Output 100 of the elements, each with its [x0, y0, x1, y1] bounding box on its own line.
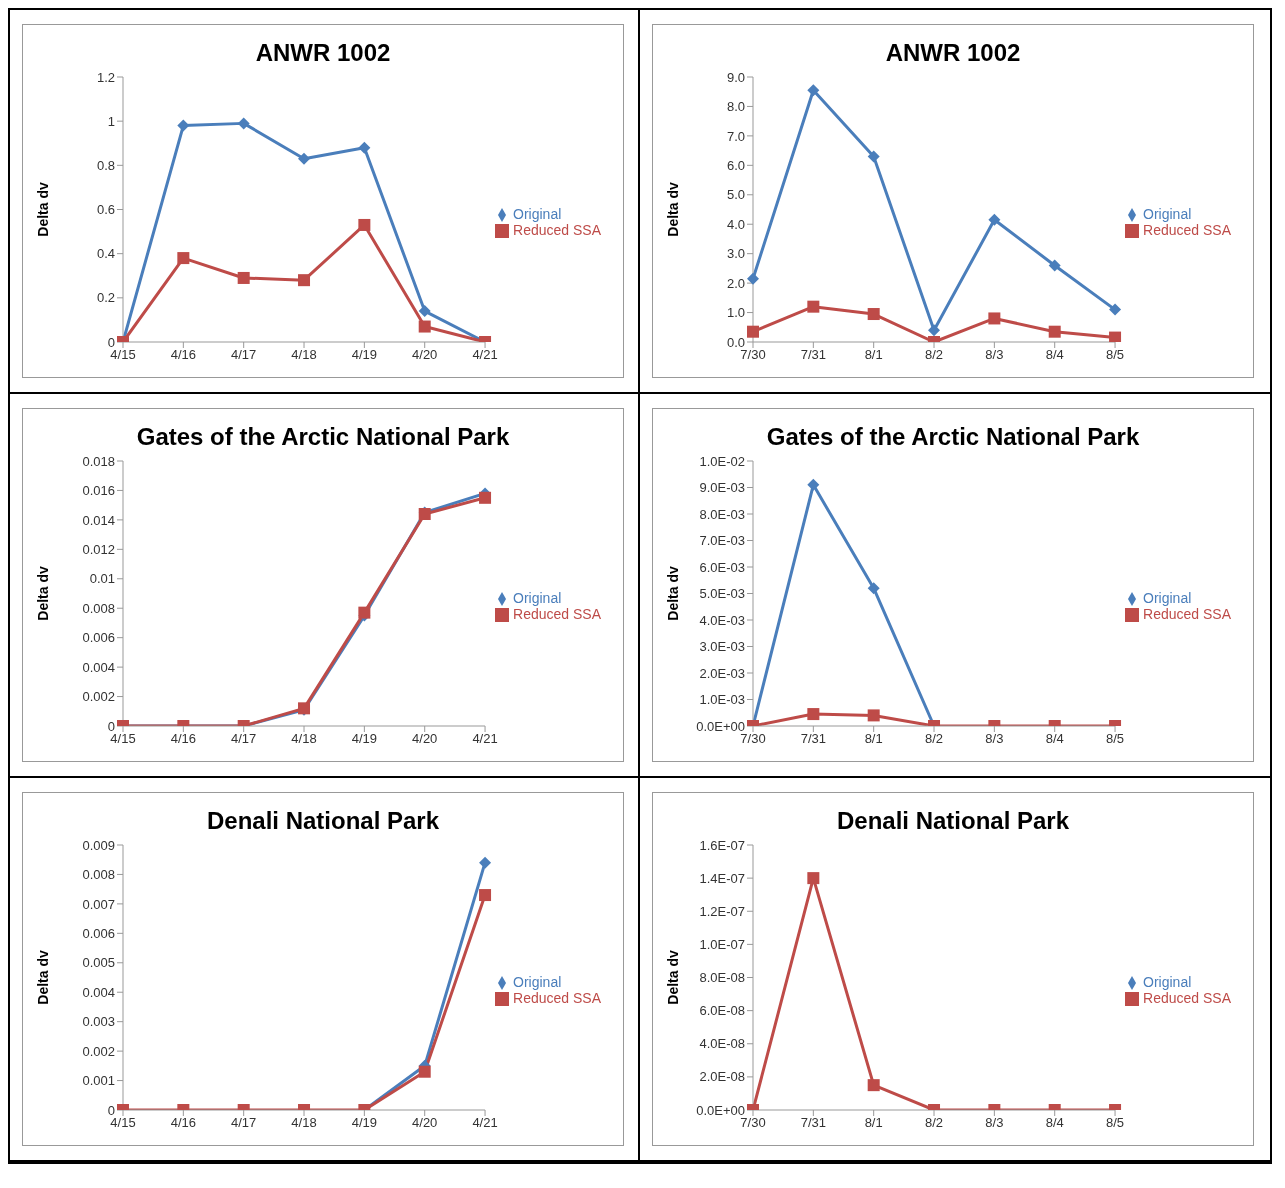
y-tick-label: 0.006	[82, 925, 115, 941]
legend-label: Original	[513, 973, 562, 990]
x-tick-label: 8/5	[1106, 1115, 1125, 1131]
y-tick-label: 1.4E-07	[699, 870, 745, 886]
y-axis-title: Delta dv	[664, 182, 681, 237]
legend-label: Original	[513, 589, 562, 606]
x-tick-label: 8/3	[985, 731, 1004, 747]
y-tick-label: 0.0	[726, 334, 745, 350]
x-tick-label: 4/17	[231, 731, 257, 747]
y-tick-label: 6.0E-08	[699, 1003, 745, 1019]
x-tick-label: 4/20	[412, 731, 438, 747]
x-tick-label: 4/16	[170, 347, 196, 363]
chart-title: ANWR 1002	[254, 39, 392, 67]
y-axis-title: Delta dv	[34, 182, 51, 237]
y-tick-label: 3.0E-03	[699, 639, 745, 655]
y-tick-label: 8.0E-08	[699, 970, 745, 986]
legend-label: Reduced SSA	[1143, 222, 1231, 238]
x-tick-label: 8/1	[864, 1115, 883, 1131]
y-tick-label: 4.0	[726, 216, 745, 232]
y-tick-label: 0.009	[82, 837, 115, 853]
x-tick-label: 4/16	[170, 731, 196, 747]
x-tick-label: 4/16	[170, 1115, 196, 1131]
y-tick-label: 1	[107, 113, 115, 129]
x-tick-label: 4/19	[351, 1115, 378, 1131]
y-tick-label: 0	[107, 1102, 115, 1118]
legend-label: Reduced SSA	[513, 606, 601, 622]
x-tick-label: 4/18	[291, 1115, 317, 1131]
y-tick-label: 0.004	[82, 659, 115, 675]
x-tick-label: 4/15	[110, 1115, 136, 1131]
y-tick-label: 2.0E-03	[699, 665, 745, 681]
y-tick-label: 0.006	[82, 630, 115, 646]
y-tick-label: 8.0E-03	[699, 506, 745, 522]
x-tick-label: 4/17	[231, 1115, 257, 1131]
y-tick-label: 6.0	[726, 157, 745, 173]
chart-title: ANWR 1002	[884, 39, 1022, 67]
y-tick-label: 0.001	[82, 1073, 115, 1089]
y-tick-label: 3.0	[726, 246, 745, 262]
y-tick-label: 0.012	[82, 541, 115, 557]
x-tick-label: 4/21	[472, 347, 498, 363]
y-tick-label: 0	[107, 334, 115, 350]
y-tick-label: 0.014	[82, 512, 115, 528]
legend-label: Reduced SSA	[1143, 606, 1231, 622]
y-tick-label: 0.8	[96, 157, 115, 173]
x-tick-label: 4/20	[412, 1115, 438, 1131]
y-tick-label: 6.0E-03	[699, 559, 745, 575]
x-tick-label: 4/18	[291, 347, 317, 363]
x-tick-label: 8/1	[864, 731, 883, 747]
x-tick-label: 4/21	[472, 1115, 498, 1131]
y-tick-label: 7.0E-03	[699, 533, 745, 549]
y-tick-label: 8.0	[726, 99, 745, 115]
y-tick-label: 2.0	[726, 275, 745, 291]
x-tick-label: 7/30	[740, 347, 766, 363]
x-tick-label: 4/15	[110, 731, 136, 747]
legend-label: Original	[1143, 205, 1192, 222]
x-tick-label: 8/1	[864, 347, 883, 363]
y-tick-label: 0.0E+00	[696, 718, 745, 734]
x-tick-label: 7/30	[740, 1115, 766, 1131]
x-tick-label: 8/2	[924, 731, 944, 747]
legend-label: Original	[1143, 589, 1192, 606]
y-tick-label: 0.005	[82, 955, 115, 971]
x-tick-label: 4/21	[472, 731, 498, 747]
y-tick-label: 4.0E-03	[699, 612, 745, 628]
x-tick-label: 8/2	[924, 1115, 944, 1131]
y-tick-label: 2.0E-08	[699, 1069, 745, 1085]
y-tick-label: 0.008	[82, 867, 115, 883]
y-tick-label: 0.01	[89, 571, 115, 587]
y-tick-label: 0.004	[82, 984, 115, 1000]
chart-title: Denali National Park	[835, 807, 1071, 835]
y-tick-label: 1.0	[726, 305, 745, 321]
x-tick-label: 8/5	[1106, 731, 1125, 747]
y-tick-label: 0.007	[82, 896, 115, 912]
y-tick-label: 1.2E-07	[699, 903, 745, 919]
y-tick-label: 0.002	[82, 689, 115, 705]
x-tick-label: 7/30	[740, 731, 766, 747]
y-tick-label: 0.003	[82, 1014, 115, 1030]
y-tick-label: 0.008	[82, 600, 115, 616]
y-tick-label: 9.0	[726, 69, 745, 85]
y-tick-label: 0.016	[82, 483, 115, 499]
y-tick-label: 0.002	[82, 1043, 115, 1059]
chart-title: Denali National Park	[205, 807, 441, 835]
y-tick-label: 0	[107, 718, 115, 734]
y-axis-title: Delta dv	[34, 950, 51, 1005]
legend-label: Reduced SSA	[1143, 990, 1231, 1006]
x-tick-label: 4/18	[291, 731, 317, 747]
y-tick-label: 0.6	[96, 202, 115, 218]
y-tick-label: 5.0	[726, 187, 745, 203]
y-tick-label: 1.0E-07	[699, 936, 745, 952]
legend-label: Original	[513, 205, 562, 222]
y-tick-label: 1.0E-03	[699, 692, 745, 708]
x-tick-label: 7/31	[800, 731, 826, 747]
y-tick-label: 0.0E+00	[696, 1102, 745, 1118]
x-tick-label: 4/20	[412, 347, 438, 363]
x-tick-label: 8/4	[1045, 347, 1064, 363]
x-tick-label: 8/3	[985, 1115, 1004, 1131]
x-tick-label: 8/3	[985, 347, 1004, 363]
y-tick-label: 1.6E-07	[699, 837, 745, 853]
x-tick-label: 8/4	[1045, 1115, 1064, 1131]
legend-label: Reduced SSA	[513, 990, 601, 1006]
y-tick-label: 0.4	[96, 246, 115, 262]
y-tick-label: 0.018	[82, 453, 115, 469]
